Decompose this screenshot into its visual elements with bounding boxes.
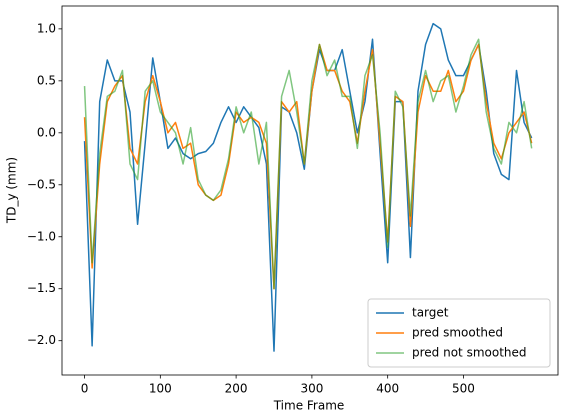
x-tick-label: 0 (81, 382, 89, 396)
x-tick-label: 200 (225, 382, 248, 396)
legend: target pred smoothed pred not smoothed (367, 298, 551, 368)
x-tick-label: 100 (149, 382, 172, 396)
x-tick-label: 300 (300, 382, 323, 396)
series-line (83, 38, 533, 290)
y-tick-label: 0.0 (37, 125, 56, 139)
x-tick-label: 500 (452, 382, 475, 396)
x-tick-label: 400 (376, 382, 399, 396)
y-tick-label: 0.5 (37, 73, 56, 87)
plot-frame (61, 5, 559, 376)
y-tick-label: −2.0 (27, 333, 56, 347)
y-tick-label: −1.5 (27, 281, 56, 295)
y-tick-label: 1.0 (37, 21, 56, 35)
y-tick-label: −1.0 (27, 229, 56, 243)
y-tick-label: −0.5 (27, 177, 56, 191)
legend-label: pred smoothed (412, 326, 503, 340)
legend-frame (367, 298, 551, 368)
y-axis-label: TD_y (mm) (5, 157, 19, 224)
legend-label: target (412, 306, 449, 320)
legend-label: pred not smoothed (412, 346, 527, 360)
x-axis-label: Time Frame (273, 399, 345, 413)
